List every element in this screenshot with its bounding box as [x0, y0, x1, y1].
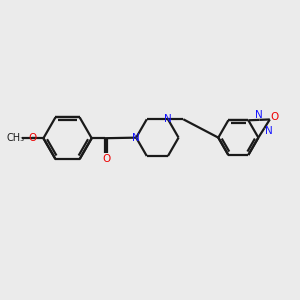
Text: O: O — [102, 154, 110, 164]
Text: N: N — [132, 133, 140, 142]
Text: CH₃: CH₃ — [7, 133, 25, 143]
Text: O: O — [28, 133, 36, 143]
Text: N: N — [164, 114, 172, 124]
Text: O: O — [270, 112, 278, 122]
Text: N: N — [255, 110, 263, 120]
Text: N: N — [265, 126, 272, 136]
